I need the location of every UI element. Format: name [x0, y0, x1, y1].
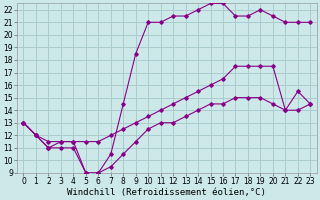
X-axis label: Windchill (Refroidissement éolien,°C): Windchill (Refroidissement éolien,°C)	[68, 188, 266, 197]
